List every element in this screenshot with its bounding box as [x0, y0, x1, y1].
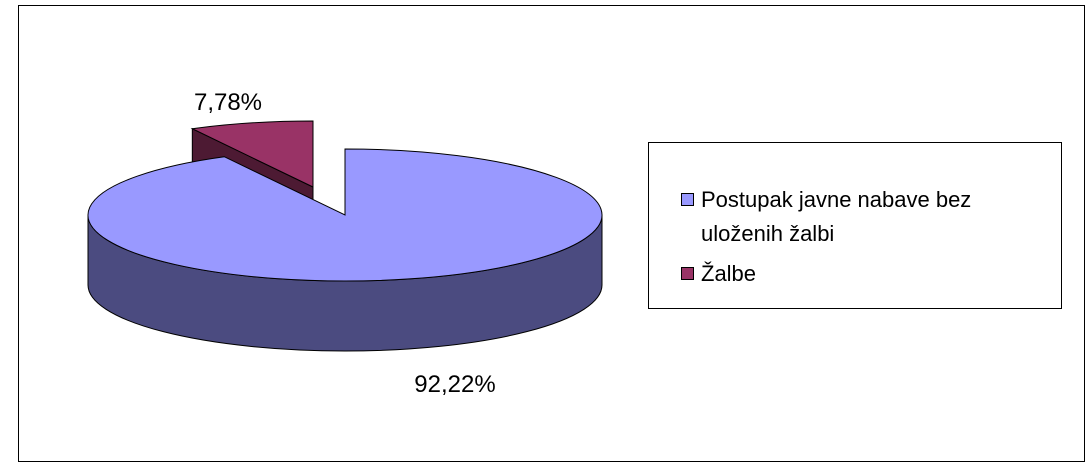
legend-swatch	[681, 267, 694, 280]
data-label: 92,22%	[414, 371, 495, 398]
legend-entry: Postupak javne nabave bez uloženih žalbi	[679, 183, 1046, 251]
pie-slice	[87, 148, 603, 282]
legend: Postupak javne nabave bez uloženih žalbi…	[648, 142, 1062, 309]
legend-swatch	[681, 193, 694, 206]
data-label: 7,78%	[194, 89, 262, 116]
legend-label: Postupak javne nabave bez uloženih žalbi	[701, 187, 972, 246]
legend-entry: Žalbe	[679, 257, 1046, 291]
chart-border	[18, 5, 1085, 462]
pie: 92,22% 7,78%	[87, 89, 603, 398]
pie-slice	[190, 120, 314, 188]
legend-label: Žalbe	[701, 261, 757, 286]
